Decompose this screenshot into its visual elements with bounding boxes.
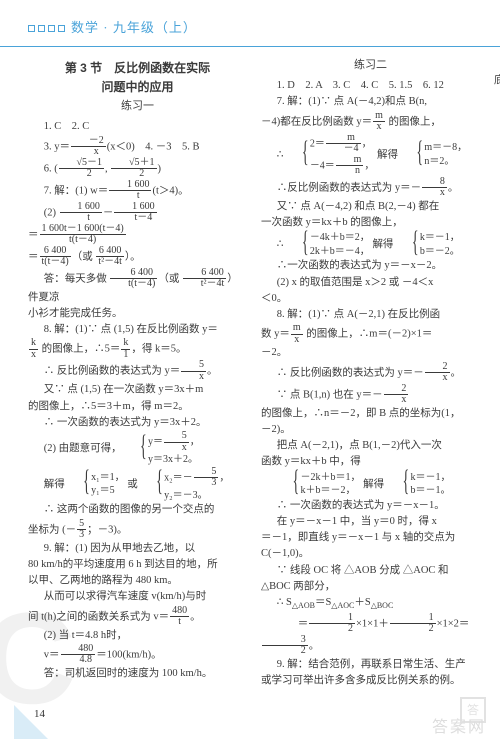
ex2-q1: 1. D 2. A 3. C 4. C 5. 1.5 6. 12 [261, 78, 480, 94]
ex2-q8r: △BOC 两部分， [261, 579, 480, 595]
ex2-q7j: ∴ －4k＋b＝2，2k＋b＝－4， 解得 k＝－1，b＝－2。 [261, 231, 480, 258]
ex2-q9b: 或学习可举出许多含多成反比例关系的例。 [261, 673, 480, 689]
ex1-q8j: 解得 x₁＝1，y₁＝5 或 x₂＝－53，y₂＝－3。 [28, 467, 247, 503]
ex1-q9a: 9. 解：(1) 因为从甲地去乙地，以 [28, 541, 247, 557]
ex2-q8g: ∵ 点 B(1,n) 也在 y＝－2x [261, 384, 480, 406]
ex2-q8e: ∴ 反比例函数的表达式为 y＝－2x。 [261, 362, 480, 384]
page-number: 14 [34, 706, 45, 723]
section-title-2: 问题中的应用 [28, 78, 247, 97]
ex1-q8i: (2) 由题意可得， y＝5x，y＝3x＋2。 [28, 431, 247, 467]
exercise1-heading: 练习一 [28, 98, 247, 115]
ex1-q8l: 坐标为 (－53；－3)。 [28, 519, 247, 541]
ex1-q8d: ∴ 反比例函数的表达式为 y＝5x。 [28, 360, 247, 382]
ex2-q7d: ∴ 2＝m－4，－4＝mn， 解得 m＝－8，n＝2。 [261, 133, 480, 177]
ex1-q7-ans: 答：每天多做 6 400t(t－4)（或 6 400t²－4t）件夏凉 [28, 268, 247, 306]
ex1-q8a: 8. 解：(1)∵ 点 (1,5) 在反比例函数 y＝ [28, 322, 247, 338]
ex2-q8d: －2。 [261, 345, 480, 361]
ex2-q8i: －2)。 [261, 422, 480, 438]
header-dots [28, 25, 65, 32]
ex1-q7-2: (2) 1 600t－1 600t－4 [28, 202, 247, 224]
ex2-q7f: ∴反比例函数的表达式为 y＝－8x。 [261, 177, 480, 199]
ex1-q9h: v＝4804.8＝100(km/h)。 [28, 644, 247, 666]
ex2-q9d: 底边长 y 与对应的高 x 成反比例关系。 [494, 73, 500, 89]
subject-title: 数学 · 九年级（上） [71, 18, 197, 38]
ex2-q7b: －4)都在反比例函数 y＝mx 的图像上， [261, 111, 480, 133]
header-bar: 数学 · 九年级（上） [28, 18, 480, 38]
ex2-q8o: ＝－1，即直线 y＝－x－1 与 x 轴的交点为 [261, 530, 480, 546]
ex2-q7a: 7. 解：(1)∵ 点 A(－4,2)和点 B(n, [261, 94, 480, 110]
ex1-q9j: 答：司机返回时的速度为 100 km/h。 [28, 666, 247, 682]
section-title-1: 第 3 节 反比例函数在实际 [28, 59, 247, 78]
ex2-q8b: 数 y＝mx 的图像上，∴m＝(－2)×1＝ [261, 323, 480, 345]
ex2-q8n: 在 y＝－x－1 中，当 y＝0 时，得 x [261, 514, 480, 530]
ex2-q8a: 8. 解：(1)∵ 点 A(－2,1) 在反比例函 [261, 307, 480, 323]
ex2-q8q: ∵ 线段 OC 将 △AOB 分成 △AOC 和 [261, 563, 480, 579]
ex1-q8f: 又∵ 点 (1,5) 在一次函数 y＝3x＋m [28, 382, 247, 398]
header-rule [0, 46, 500, 47]
ex2-q7m: (2) x 的取值范围是 x＞2 或 －4＜x [261, 275, 480, 291]
ex1-q7-ans2: 小衫才能完成任务。 [28, 306, 247, 322]
ex2-q8j: 把点 A(－2,1)，点 B(1,－2)代入一次 [261, 438, 480, 454]
ex2-q7n: ＜0。 [261, 291, 480, 307]
ex1-q9b: 80 km/h的平均速度用 6 h 到达目的地，所 [28, 557, 247, 573]
ex2-q9e: 其中关系式可以写成 y＝2Sx（S 为常 [494, 90, 500, 112]
ex1-q6: 6. (√5－12, √5＋12) [28, 158, 247, 180]
ex2-q9c: 如：三角形的面积 S 一定时，三角形的 [494, 57, 500, 73]
ex2-q8p: C(－1,0)。 [261, 546, 480, 562]
ex1-q7-3: ＝1 600t－1 600(t－4)t(t－4) [28, 224, 247, 246]
page-number-wrap: 14 [14, 705, 48, 739]
ex1-q9d: 从而可以求得汽车速度 v(km/h)与时 [28, 589, 247, 605]
ex1-q9c: 以甲、乙两地的路程为 480 km。 [28, 573, 247, 589]
content-columns: 第 3 节 反比例函数在实际 问题中的应用 练习一 1. C 2. C 3. y… [28, 57, 480, 697]
ex1-q8g: 的图像上，∴5＝3＋m，得 m＝2。 [28, 399, 247, 415]
ex2-q9a: 9. 解：结合范例，再联系日常生活、生产 [261, 657, 480, 673]
watermark-text: 答案网 [432, 716, 486, 741]
ex2-q8s: ∴ S△AOB＝S△AOC＋S△BOC [261, 595, 480, 612]
ex1-q7-4: ＝6 400t(t－4)（或 6 400t²－4t）。 [28, 246, 247, 268]
section-title: 第 3 节 反比例函数在实际 问题中的应用 [28, 59, 247, 96]
ex2-q7h: 又∵ 点 A(－4,2) 和点 B(2,－4) 都在 [261, 199, 480, 215]
ex1-q7-1: 7. 解：(1) w＝1 600t(t＞4)。 [28, 180, 247, 202]
ex1-q8b: kx 的图像上，∴5＝k1，得 k＝5。 [28, 338, 247, 360]
ex1-q9e: 间 t(h)之间的函数关系式为 v＝480t。 [28, 606, 247, 628]
ex2-q8t: ＝12×1×1＋12×1×2＝32。 [261, 613, 480, 657]
ex1-q3: 3. y＝－2x(x＜0) 4. －3 5. B [28, 136, 247, 158]
ex2-q8kl: －2k＋b＝1，k＋b＝－2， 解得 k＝－1，b＝－1。 [261, 471, 480, 498]
ex2-q8h: 的图像上，∴n＝－2，即 B 点的坐标为(1， [261, 406, 480, 422]
ex1-q8k: ∴ 这两个函数的图像的另一个交点的 [28, 502, 247, 518]
exercise2-heading: 练习二 [261, 57, 480, 74]
ex1-q1: 1. C 2. C [28, 119, 247, 135]
ex1-q9g: (2) 当 t＝4.8 h时， [28, 628, 247, 644]
